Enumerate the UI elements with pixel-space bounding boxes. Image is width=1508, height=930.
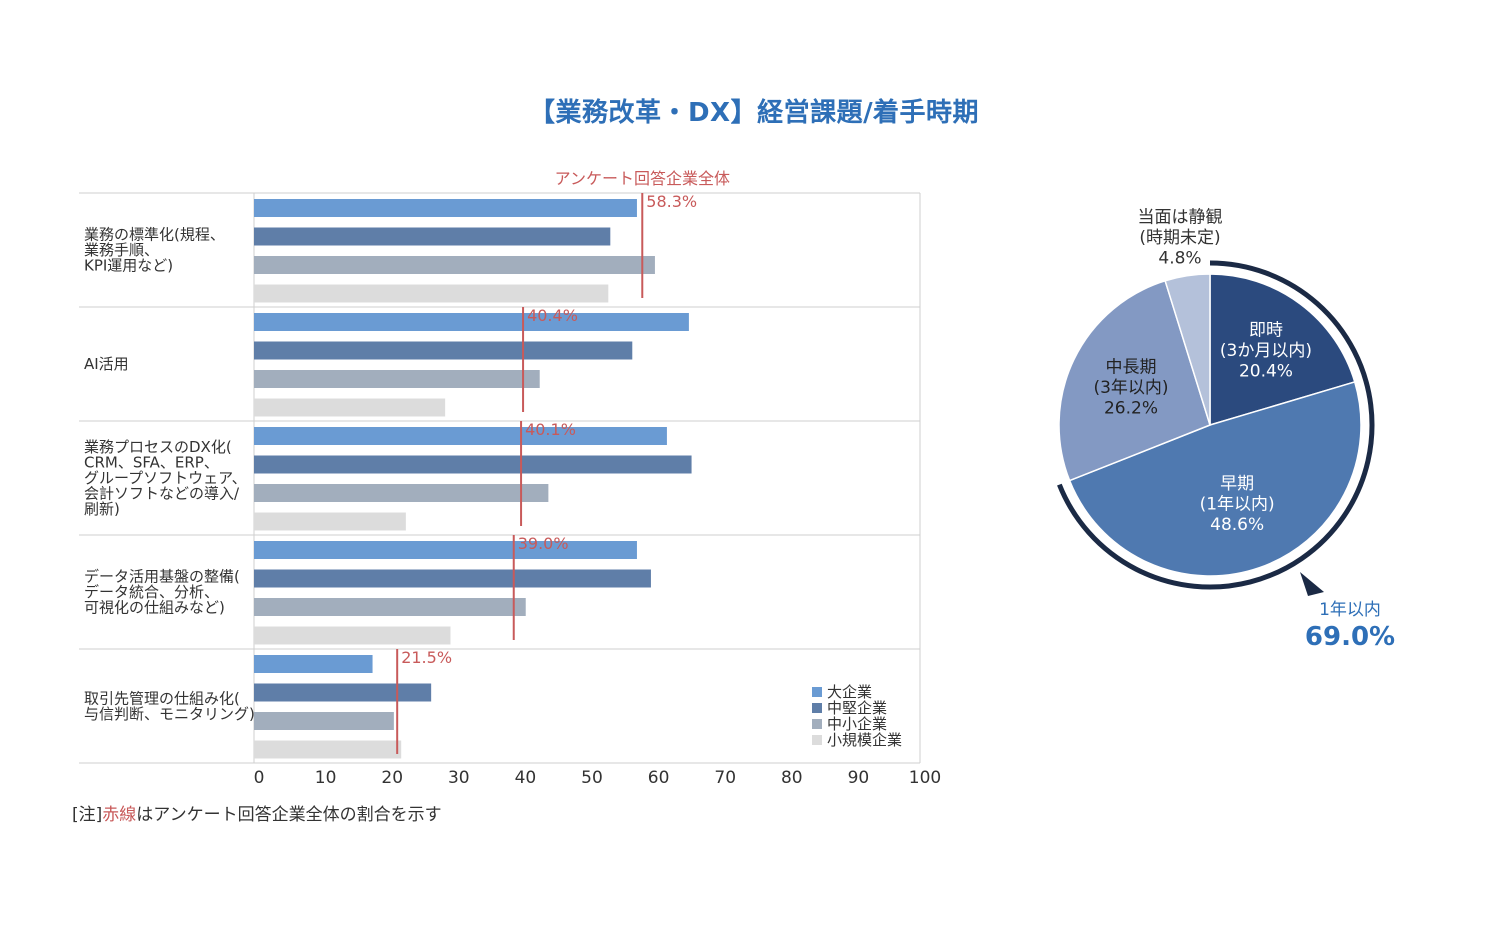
pie-slice-label: 当面は静観 — [1138, 208, 1223, 228]
bar — [254, 256, 655, 274]
pie-slice — [1164, 273, 1211, 426]
pie-slice — [1209, 273, 1356, 427]
bar — [254, 655, 373, 673]
x-tick-label: 10 — [315, 768, 337, 788]
category-label: 与信判断、モニタリング) — [84, 705, 255, 723]
pie-slice — [1068, 381, 1362, 577]
legend-swatch — [812, 687, 822, 697]
legend-label: 小規模企業 — [827, 731, 902, 749]
page-title: 【業務改革・DX】経営課題/着手時期 — [528, 98, 980, 128]
legend-swatch — [812, 703, 822, 713]
reference-line-label: アンケート回答企業全体 — [555, 169, 730, 188]
x-tick-label: 20 — [381, 768, 403, 788]
summary-value: 69.0% — [1305, 622, 1395, 652]
summary-label: 1年以内 — [1319, 600, 1381, 620]
category-label: CRM、SFA、ERP、 — [84, 454, 219, 472]
bar — [254, 455, 692, 474]
category-label: 刷新) — [84, 500, 120, 518]
pie-slice-label: (3か月以内) — [1220, 341, 1312, 361]
footnote-suffix: はアンケート回答企業全体の割合を示す — [136, 805, 442, 825]
overall-value-label: 39.0% — [518, 534, 569, 553]
x-tick-label: 100 — [909, 768, 941, 788]
pie-slice-label: (1年以内) — [1200, 494, 1275, 514]
bar — [254, 484, 549, 502]
bar — [254, 712, 394, 730]
bar — [254, 541, 637, 559]
x-tick-label: 80 — [781, 768, 803, 788]
summary-pointer — [1300, 572, 1324, 596]
bar — [254, 569, 651, 588]
category-label: 可視化の仕組みなど) — [84, 599, 225, 617]
footnote-red-text: 赤線 — [102, 805, 137, 825]
pie-slice-label: 中長期 — [1105, 358, 1156, 378]
category-label: 会計ソフトなどの導入/ — [84, 485, 240, 503]
category-label: 業務手順、 — [84, 241, 159, 259]
x-tick-label: 0 — [254, 768, 265, 788]
x-tick-label: 90 — [848, 768, 870, 788]
legend-swatch — [812, 735, 822, 745]
footnote: [注]赤線はアンケート回答企業全体の割合を示す — [72, 800, 442, 825]
x-tick-label: 60 — [648, 768, 670, 788]
bar — [254, 598, 526, 616]
bar — [254, 341, 633, 360]
legend-label: 中小企業 — [827, 715, 887, 733]
pie-slice-label: 4.8% — [1158, 249, 1201, 269]
legend-label: 中堅企業 — [827, 699, 887, 717]
footnote-prefix: [注] — [72, 805, 103, 825]
bar — [254, 199, 637, 217]
category-label: データ統合、分析、 — [84, 583, 219, 601]
bar — [254, 370, 540, 388]
category-label: 取引先管理の仕組み化( — [84, 689, 240, 707]
bar — [254, 313, 689, 331]
x-tick-label: 50 — [581, 768, 603, 788]
category-label: KPI運用など) — [84, 257, 173, 275]
pie-slice-label: 早期 — [1220, 474, 1254, 494]
category-label: AI活用 — [84, 355, 129, 373]
legend-label: 大企業 — [827, 683, 872, 701]
pie-slice-label: (3年以内) — [1093, 378, 1168, 398]
bar — [254, 284, 609, 303]
pie-slice-label: 20.4% — [1239, 361, 1293, 381]
category-label: 業務の標準化(規程、 — [84, 226, 225, 244]
pie-slice-label: 26.2% — [1104, 399, 1158, 419]
bar — [254, 683, 432, 702]
bar — [254, 427, 667, 445]
pie-slice — [1058, 279, 1211, 482]
x-tick-label: 30 — [448, 768, 470, 788]
pie-slice-label: 即時 — [1249, 320, 1283, 340]
category-label: グループソフトウェア、 — [84, 469, 247, 487]
overall-value-label: 40.4% — [527, 306, 578, 325]
overall-value-label: 58.3% — [646, 192, 697, 211]
category-label: データ活用基盤の整備( — [84, 568, 240, 586]
pie-slice-label: 48.6% — [1210, 515, 1264, 535]
bar — [254, 740, 402, 759]
bar — [254, 626, 451, 645]
overall-value-label: 21.5% — [401, 648, 452, 667]
summary-arc — [1057, 260, 1375, 590]
bar — [254, 227, 611, 246]
bar — [254, 512, 406, 531]
x-tick-label: 70 — [714, 768, 736, 788]
category-label: 業務プロセスのDX化( — [84, 438, 232, 456]
bar — [254, 398, 446, 417]
pie-slice-label: (時期未定) — [1139, 228, 1220, 248]
legend-swatch — [812, 719, 822, 729]
overall-value-label: 40.1% — [525, 420, 576, 439]
x-tick-label: 40 — [515, 768, 537, 788]
